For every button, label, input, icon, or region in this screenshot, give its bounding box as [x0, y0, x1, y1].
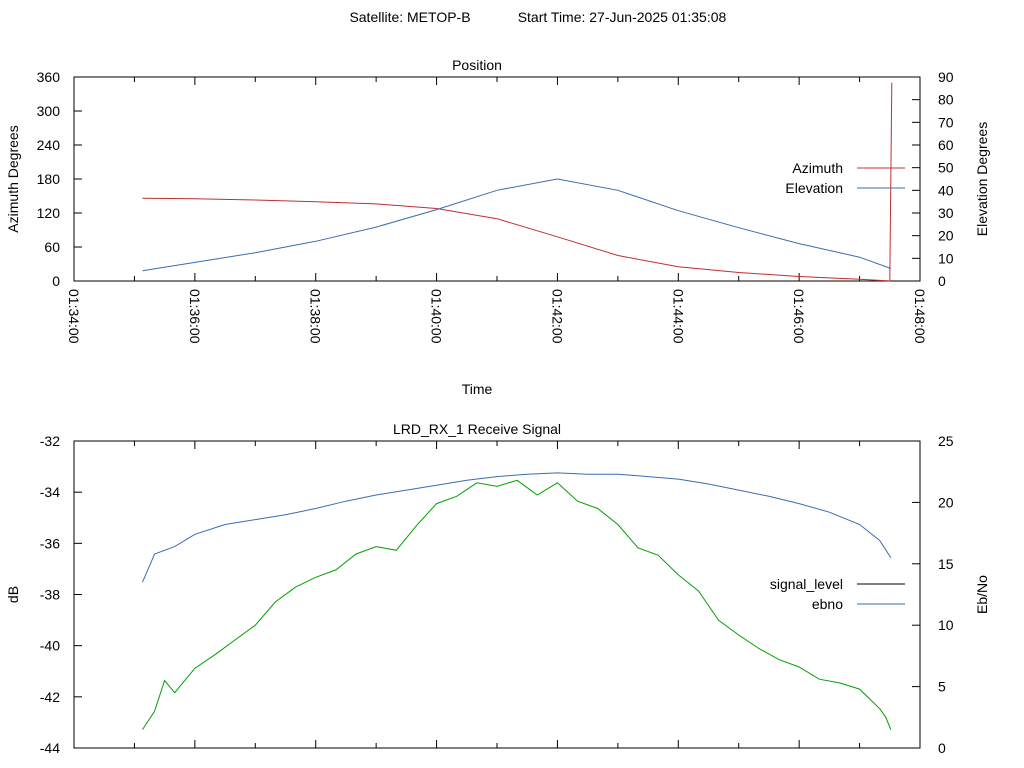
y2-tick-label: 0 [938, 740, 946, 756]
x-tick-label: 01:36:00 [187, 289, 203, 344]
y-tick-label: 60 [44, 239, 60, 255]
y-axis-label: dB [5, 586, 21, 603]
y2-tick-label: 10 [938, 617, 954, 633]
y2-tick-label: 20 [938, 228, 954, 244]
y2-tick-label: 0 [938, 273, 946, 289]
plot-frame [73, 76, 921, 282]
series-line-Azimuth [142, 82, 893, 282]
legend-label: signal_level [770, 576, 843, 592]
series-line-ebno [142, 472, 892, 583]
y-tick-label: -34 [40, 484, 60, 500]
plot-frame [73, 440, 921, 749]
y-tick-label: 300 [37, 103, 61, 119]
y2-tick-label: 60 [938, 137, 954, 153]
x-tick-label: 01:46:00 [791, 289, 807, 344]
header-satellite: Satellite: METOP-B [349, 9, 470, 25]
y2-tick-label: 30 [938, 205, 954, 221]
y2-axis-label: Eb/No [974, 575, 990, 614]
y-tick-label: 360 [37, 69, 61, 85]
y-tick-label: 0 [52, 273, 60, 289]
y2-tick-label: 10 [938, 250, 954, 266]
y-tick-label: -38 [40, 587, 60, 603]
legend-label: Azimuth [792, 160, 843, 176]
y-tick-label: 180 [37, 171, 61, 187]
y2-tick-label: 25 [938, 433, 954, 449]
y2-axis-label: Elevation Degrees [974, 122, 990, 236]
y-tick-label: -32 [40, 433, 60, 449]
y-tick-label: -40 [40, 638, 60, 654]
y-tick-label: 240 [37, 137, 61, 153]
y2-tick-label: 40 [938, 182, 954, 198]
y2-tick-label: 5 [938, 679, 946, 695]
y2-tick-label: 50 [938, 160, 954, 176]
y-tick-label: -42 [40, 689, 60, 705]
chart-title: Position [452, 57, 502, 73]
y-tick-label: -36 [40, 535, 60, 551]
legend-label: ebno [812, 596, 843, 612]
x-tick-label: 01:42:00 [549, 289, 565, 344]
legend-label: Elevation [785, 180, 843, 196]
chart-title: LRD_RX_1 Receive Signal [393, 421, 561, 437]
series-line-trace [142, 479, 892, 730]
x-tick-label: 01:44:00 [670, 289, 686, 344]
y2-tick-label: 70 [938, 114, 954, 130]
y2-tick-label: 90 [938, 69, 954, 85]
x-tick-label: 01:38:00 [308, 289, 324, 344]
receive-signal-panel: -44 -42 -40 -38 -36 -34 -32 0 5 10 15 20 25 LRD_RX_1 … [5, 421, 990, 756]
x-tick-label: 01:34:00 [66, 289, 82, 344]
x-tick-label: 01:48:00 [912, 289, 928, 344]
header-start-time: Start Time: 27-Jun-2025 01:35:08 [518, 9, 727, 25]
y2-tick-label: 20 [938, 494, 954, 510]
y-axis-label: Azimuth Degrees [5, 125, 21, 232]
series-line-Elevation [142, 178, 891, 272]
y-tick-label: -44 [40, 740, 60, 756]
y-tick-label: 120 [37, 205, 61, 221]
y2-tick-label: 15 [938, 556, 954, 572]
position-panel: 01:34:00 01:36:00 01:38:00 01:40:00 01:42:00… [5, 57, 990, 397]
y2-tick-label: 80 [938, 92, 954, 108]
x-axis-label: Time [462, 381, 493, 397]
x-tick-label: 01:40:00 [429, 289, 445, 344]
